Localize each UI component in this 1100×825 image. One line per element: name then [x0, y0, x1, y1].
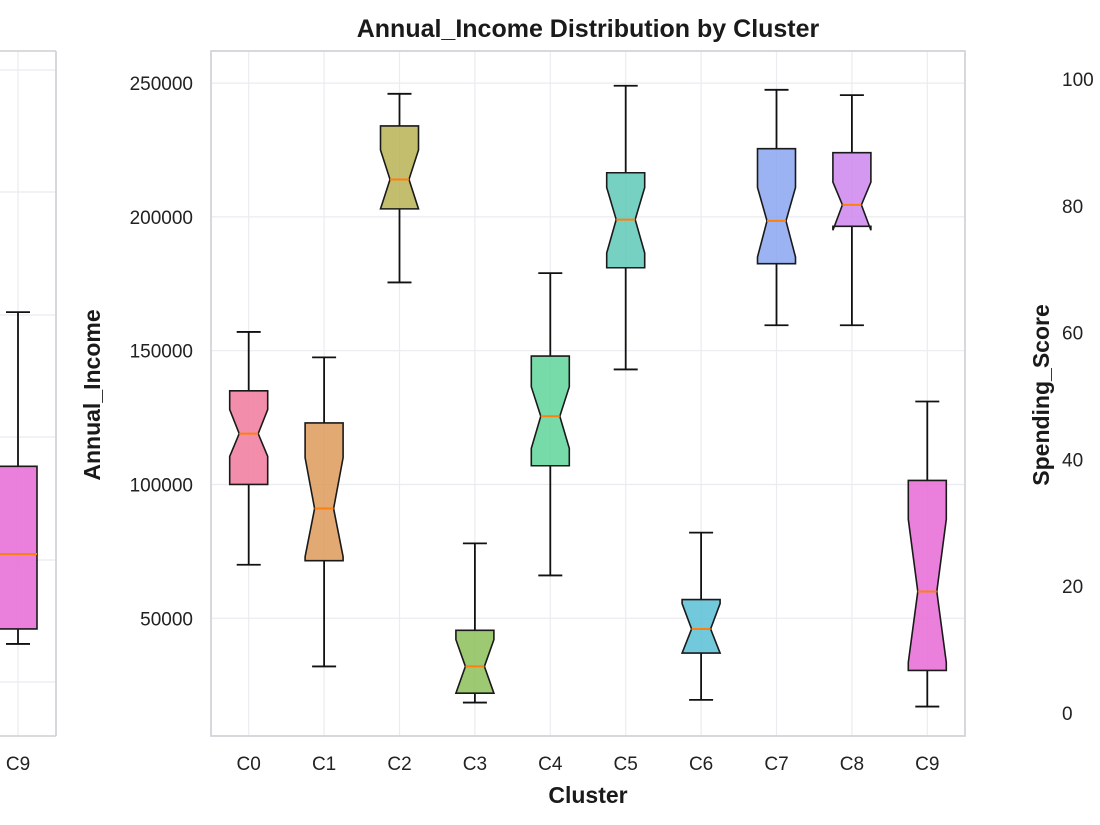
- y-tick-label: 200000: [130, 208, 193, 229]
- main-panel: 50000 100000 150000 200000 250000 C0 C1 C2 C3 C4 C…: [130, 50, 966, 775]
- x-tick-label: C1: [312, 754, 336, 775]
- right-y-tick-label: 40: [1062, 450, 1083, 471]
- right-y-tick-label: 100: [1062, 70, 1094, 91]
- x-tick-label: C5: [614, 754, 638, 775]
- chart-title: Annual_Income Distribution by Cluster: [357, 15, 820, 43]
- x-tick-label: C9: [915, 754, 939, 775]
- x-tick-label: C7: [764, 754, 788, 775]
- right-y-tick-label: 20: [1062, 577, 1083, 598]
- box-c7-box: [756, 147, 797, 265]
- right-panel-cropped: 0 20 40 60 80 100: [1062, 70, 1094, 725]
- left-box-c9-box: [0, 465, 38, 630]
- y-tick-label: 250000: [130, 74, 193, 95]
- box-c0-box: [228, 390, 269, 486]
- y-tick-label: 150000: [130, 342, 193, 363]
- x-tick-label: C4: [538, 754, 563, 775]
- x-axis-label: Cluster: [548, 782, 627, 808]
- y-tick-label: 50000: [140, 609, 193, 630]
- box-c1-box: [304, 422, 344, 562]
- right-y-tick-label: 80: [1062, 197, 1083, 218]
- box-c8-box: [832, 151, 872, 231]
- left-panel-cropped: C9: [0, 50, 57, 775]
- y-axis-label: Annual_Income: [79, 309, 105, 480]
- box-c4-box: [530, 355, 571, 467]
- box-c6-box: [680, 598, 722, 654]
- left-x-tick-label: C9: [6, 754, 30, 775]
- x-tick-label: C0: [237, 754, 261, 775]
- box-c2-box: [379, 125, 420, 210]
- box-c3-box: [454, 629, 496, 694]
- x-tick-label: C6: [689, 754, 713, 775]
- plot-frame: [210, 50, 966, 737]
- x-tick-label: C3: [463, 754, 487, 775]
- box-c9-box: [907, 479, 948, 672]
- y-tick-label: 100000: [130, 475, 193, 496]
- right-y-axis-label: Spending_Score: [1028, 304, 1054, 485]
- x-tick-label: C8: [840, 754, 864, 775]
- right-y-tick-label: 0: [1062, 704, 1073, 725]
- x-tick-label: C2: [387, 754, 411, 775]
- right-y-tick-label: 60: [1062, 324, 1083, 345]
